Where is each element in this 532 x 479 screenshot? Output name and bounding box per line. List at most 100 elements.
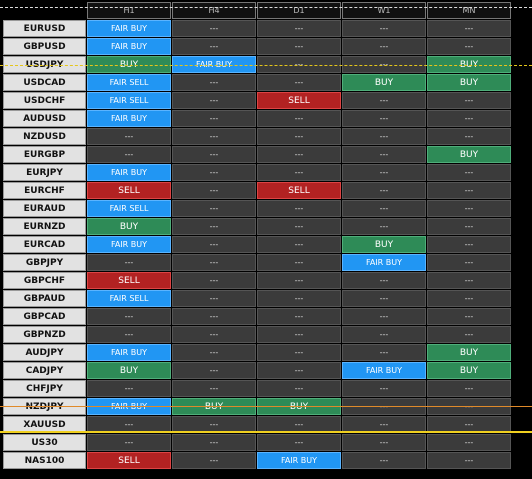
signal-cell: ---	[342, 380, 426, 397]
signal-cell: ---	[172, 164, 256, 181]
signal-cell: ---	[172, 362, 256, 379]
signal-cell: BUY	[87, 56, 171, 73]
signal-cell: ---	[342, 398, 426, 415]
signal-cell: ---	[172, 272, 256, 289]
signal-cell: ---	[257, 290, 341, 307]
signal-cell: FAIR BUY	[342, 254, 426, 271]
signal-cell: ---	[427, 128, 511, 145]
signal-cell: ---	[257, 38, 341, 55]
signal-cell: ---	[342, 164, 426, 181]
signal-cell: ---	[257, 146, 341, 163]
signal-cell: ---	[427, 290, 511, 307]
symbol-label: GBPJPY	[3, 254, 86, 271]
symbol-label: GBPCHF	[3, 272, 86, 289]
signal-cell: ---	[342, 20, 426, 37]
signal-cell: ---	[342, 110, 426, 127]
signal-cell: FAIR BUY	[87, 398, 171, 415]
signal-cell: SELL	[87, 452, 171, 469]
signal-cell: ---	[257, 416, 341, 433]
signal-cell: FAIR BUY	[87, 164, 171, 181]
symbol-label: EURAUD	[3, 200, 86, 217]
signal-cell: ---	[257, 326, 341, 343]
symbol-label: EURUSD	[3, 20, 86, 37]
signal-cell: ---	[87, 128, 171, 145]
signal-cell: FAIR BUY	[87, 38, 171, 55]
signal-cell: FAIR SELL	[87, 92, 171, 109]
signal-cell: FAIR BUY	[342, 362, 426, 379]
signal-cell: SELL	[87, 272, 171, 289]
column-header: H1	[87, 2, 171, 19]
signal-cell: ---	[257, 164, 341, 181]
signal-cell: ---	[87, 416, 171, 433]
signal-cell: ---	[87, 308, 171, 325]
signal-cell: ---	[172, 290, 256, 307]
signal-cell: SELL	[87, 182, 171, 199]
signal-cell: FAIR BUY	[87, 236, 171, 253]
signal-cell: BUY	[257, 398, 341, 415]
signal-cell: ---	[342, 290, 426, 307]
signal-cell: ---	[342, 344, 426, 361]
signal-cell: ---	[427, 20, 511, 37]
signal-cell: ---	[427, 92, 511, 109]
signal-cell: ---	[427, 38, 511, 55]
signal-cell: FAIR SELL	[87, 290, 171, 307]
signal-cell: ---	[427, 326, 511, 343]
signal-cell: BUY	[427, 344, 511, 361]
signal-cell: ---	[172, 38, 256, 55]
signal-cell: ---	[172, 92, 256, 109]
signal-cell: ---	[427, 452, 511, 469]
signal-cell: ---	[342, 128, 426, 145]
symbol-label: NAS100	[3, 452, 86, 469]
signal-cell: ---	[172, 74, 256, 91]
signal-cell: BUY	[427, 146, 511, 163]
symbol-label: GBPCAD	[3, 308, 86, 325]
signal-cell: SELL	[257, 92, 341, 109]
signal-cell: ---	[427, 200, 511, 217]
signal-cell: ---	[257, 218, 341, 235]
signal-cell: ---	[257, 254, 341, 271]
signal-cell: BUY	[427, 56, 511, 73]
signal-cell: ---	[257, 434, 341, 451]
signal-cell: ---	[342, 146, 426, 163]
signal-cell: ---	[87, 146, 171, 163]
signal-cell: ---	[172, 380, 256, 397]
signal-cell: ---	[172, 182, 256, 199]
symbol-label: GBPUSD	[3, 38, 86, 55]
symbol-label: USDJPY	[3, 56, 86, 73]
symbol-label: EURCAD	[3, 236, 86, 253]
signal-cell: BUY	[172, 398, 256, 415]
signal-cell: BUY	[427, 362, 511, 379]
signal-cell: ---	[172, 236, 256, 253]
signal-cell: ---	[257, 20, 341, 37]
symbol-label: EURCHF	[3, 182, 86, 199]
signal-cell: ---	[87, 434, 171, 451]
symbol-label: XAUUSD	[3, 416, 86, 433]
signal-cell: ---	[342, 326, 426, 343]
column-header: D1	[257, 2, 341, 19]
symbol-label: AUDJPY	[3, 344, 86, 361]
signal-cell: ---	[172, 146, 256, 163]
column-header: W1	[342, 2, 426, 19]
signal-cell: ---	[172, 20, 256, 37]
signal-cell: ---	[427, 218, 511, 235]
signal-cell: BUY	[87, 218, 171, 235]
signal-cell: ---	[257, 308, 341, 325]
signal-cell: ---	[427, 182, 511, 199]
signal-cell: ---	[342, 434, 426, 451]
signal-cell: BUY	[87, 362, 171, 379]
symbol-label: NZDJPY	[3, 398, 86, 415]
signal-cell: ---	[87, 254, 171, 271]
signal-cell: ---	[172, 200, 256, 217]
signal-cell: ---	[342, 182, 426, 199]
signal-cell: ---	[87, 326, 171, 343]
signal-cell: ---	[427, 416, 511, 433]
signal-cell: FAIR BUY	[87, 344, 171, 361]
signal-cell: ---	[172, 344, 256, 361]
signal-cell: ---	[257, 56, 341, 73]
signal-cell: ---	[172, 434, 256, 451]
signal-cell: ---	[257, 272, 341, 289]
symbol-label: EURNZD	[3, 218, 86, 235]
signal-cell: ---	[87, 380, 171, 397]
symbol-label: US30	[3, 434, 86, 451]
